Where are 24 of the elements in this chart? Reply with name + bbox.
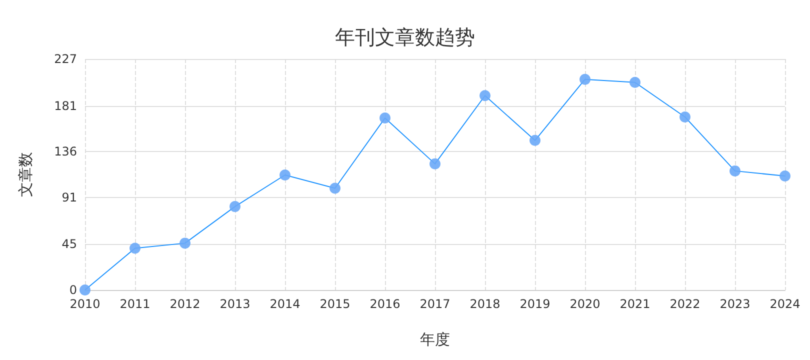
y-tick-label: 227	[54, 52, 77, 66]
chart-title: 年刊文章数趋势	[335, 25, 475, 49]
y-tick-label: 45	[62, 237, 77, 252]
x-tick-label: 2010	[70, 297, 100, 311]
y-tick-label: 91	[62, 190, 77, 204]
x-tick-label: 2016	[370, 297, 400, 311]
x-tick-label: 2017	[420, 297, 450, 311]
y-axis-title: 文章数	[16, 152, 34, 197]
x-tick-label: 2022	[670, 297, 700, 311]
x-tick-label: 2015	[320, 297, 350, 311]
x-tick-label: 2011	[120, 297, 150, 311]
x-axis-title: 年度	[420, 330, 450, 348]
y-tick-label: 136	[54, 144, 77, 159]
x-tick-label: 2019	[520, 297, 550, 311]
x-tick-label: 2013	[220, 297, 250, 311]
x-tick-label: 2023	[720, 297, 750, 311]
y-tick-label: 0	[69, 283, 77, 297]
x-tick-label: 2014	[270, 297, 300, 311]
x-tick-label: 2021	[620, 297, 650, 311]
x-tick-label: 2012	[170, 297, 200, 311]
x-tick-label: 2020	[570, 297, 600, 311]
y-tick-label: 181	[54, 98, 77, 113]
x-tick-label: 2024	[770, 297, 800, 311]
x-tick-label: 2018	[470, 297, 500, 311]
